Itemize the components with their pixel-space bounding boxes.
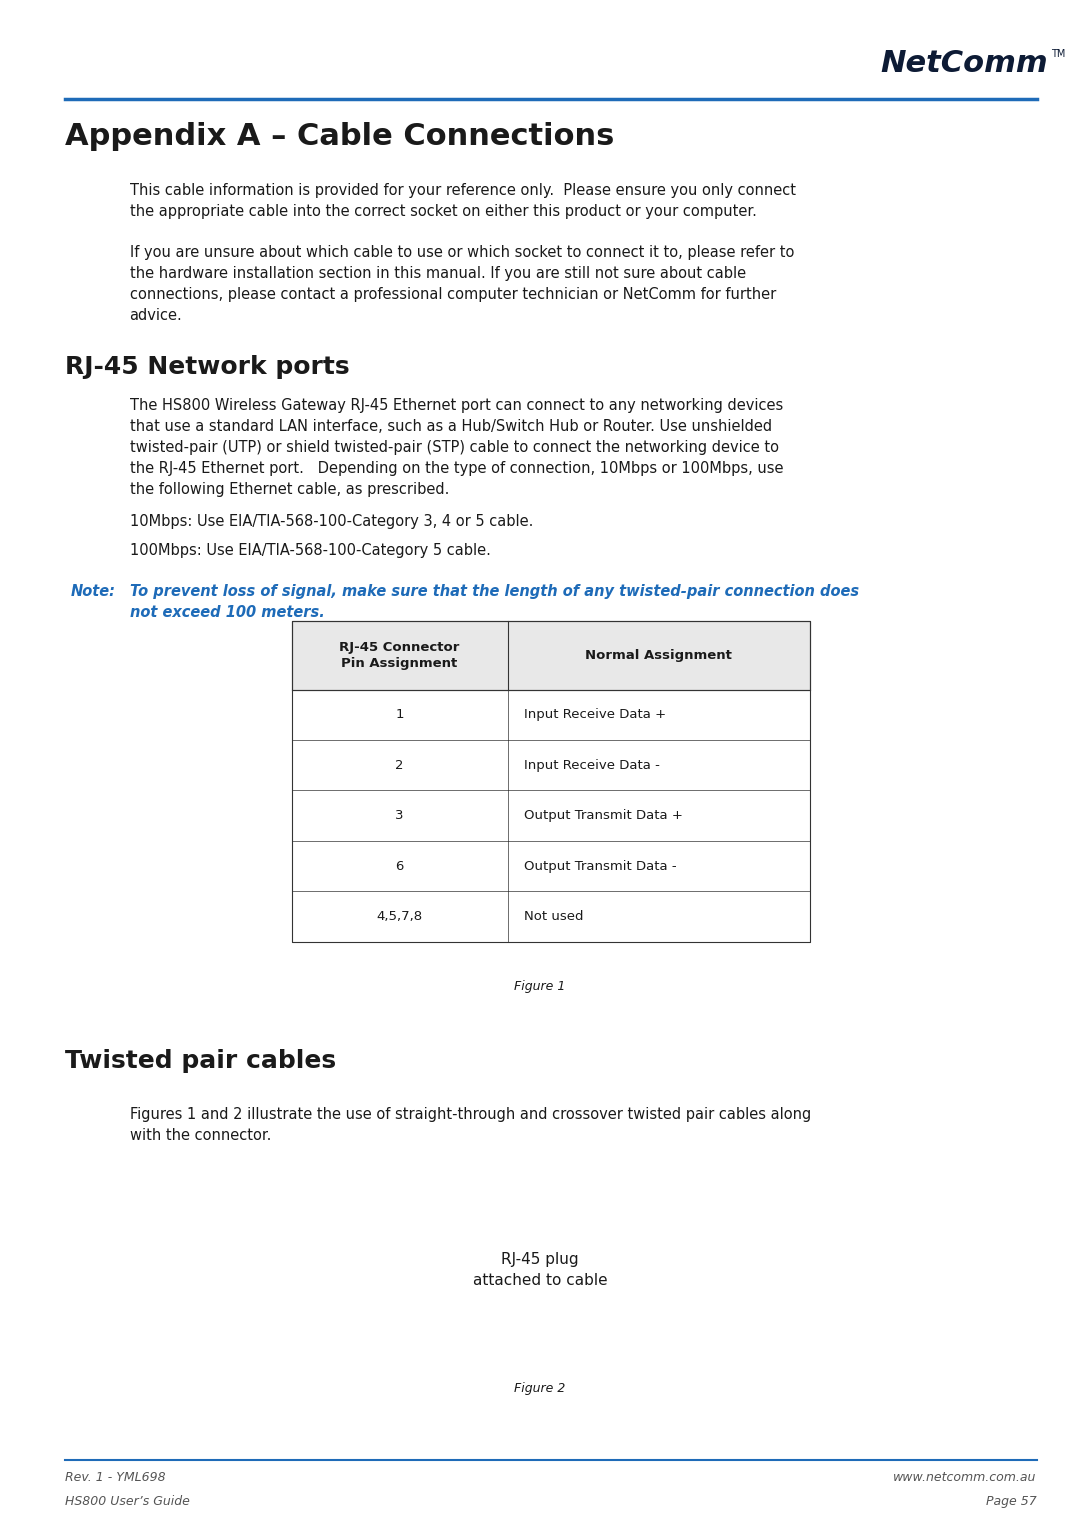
Text: Not used: Not used bbox=[524, 910, 583, 924]
Text: HS800 User’s Guide: HS800 User’s Guide bbox=[65, 1495, 190, 1509]
Text: Page 57: Page 57 bbox=[986, 1495, 1037, 1509]
Text: TM: TM bbox=[1051, 49, 1065, 60]
Text: RJ-45 plug
attached to cable: RJ-45 plug attached to cable bbox=[473, 1252, 607, 1289]
Text: Figure 1: Figure 1 bbox=[514, 980, 566, 994]
Text: Input Receive Data +: Input Receive Data + bbox=[524, 708, 666, 722]
Text: Figure 2: Figure 2 bbox=[514, 1382, 566, 1396]
Text: www.netcomm.com.au: www.netcomm.com.au bbox=[893, 1471, 1037, 1485]
Text: 4,5,7,8: 4,5,7,8 bbox=[377, 910, 422, 924]
Text: 6: 6 bbox=[395, 859, 404, 873]
Text: RJ-45 Network ports: RJ-45 Network ports bbox=[65, 355, 350, 379]
Text: If you are unsure about which cable to use or which socket to connect it to, ple: If you are unsure about which cable to u… bbox=[130, 245, 794, 323]
Text: 2: 2 bbox=[395, 758, 404, 772]
Text: Figures 1 and 2 illustrate the use of straight-through and crossover twisted pai: Figures 1 and 2 illustrate the use of st… bbox=[130, 1107, 811, 1144]
Text: The HS800 Wireless Gateway RJ-45 Ethernet port can connect to any networking dev: The HS800 Wireless Gateway RJ-45 Etherne… bbox=[130, 398, 783, 497]
Text: Input Receive Data -: Input Receive Data - bbox=[524, 758, 660, 772]
Text: 100Mbps: Use EIA/TIA-568-100-Category 5 cable.: 100Mbps: Use EIA/TIA-568-100-Category 5 … bbox=[130, 543, 490, 558]
Text: Output Transmit Data -: Output Transmit Data - bbox=[524, 859, 676, 873]
Text: Twisted pair cables: Twisted pair cables bbox=[65, 1049, 336, 1073]
Text: Appendix A – Cable Connections: Appendix A – Cable Connections bbox=[65, 122, 615, 151]
Text: RJ-45 Connector
Pin Assignment: RJ-45 Connector Pin Assignment bbox=[339, 641, 460, 670]
Text: 3: 3 bbox=[395, 809, 404, 823]
Text: Note:: Note: bbox=[70, 584, 116, 599]
Text: Rev. 1 - YML698: Rev. 1 - YML698 bbox=[65, 1471, 165, 1485]
Text: This cable information is provided for your reference only.  Please ensure you o: This cable information is provided for y… bbox=[130, 183, 796, 220]
FancyBboxPatch shape bbox=[292, 621, 810, 690]
Text: Normal Assignment: Normal Assignment bbox=[585, 648, 732, 662]
Text: To prevent loss of signal, make sure that the length of any twisted-pair connect: To prevent loss of signal, make sure tha… bbox=[130, 584, 859, 621]
Text: NetComm: NetComm bbox=[880, 49, 1048, 78]
Text: 1: 1 bbox=[395, 708, 404, 722]
Text: Output Transmit Data +: Output Transmit Data + bbox=[524, 809, 683, 823]
Text: 10Mbps: Use EIA/TIA-568-100-Category 3, 4 or 5 cable.: 10Mbps: Use EIA/TIA-568-100-Category 3, … bbox=[130, 514, 532, 529]
